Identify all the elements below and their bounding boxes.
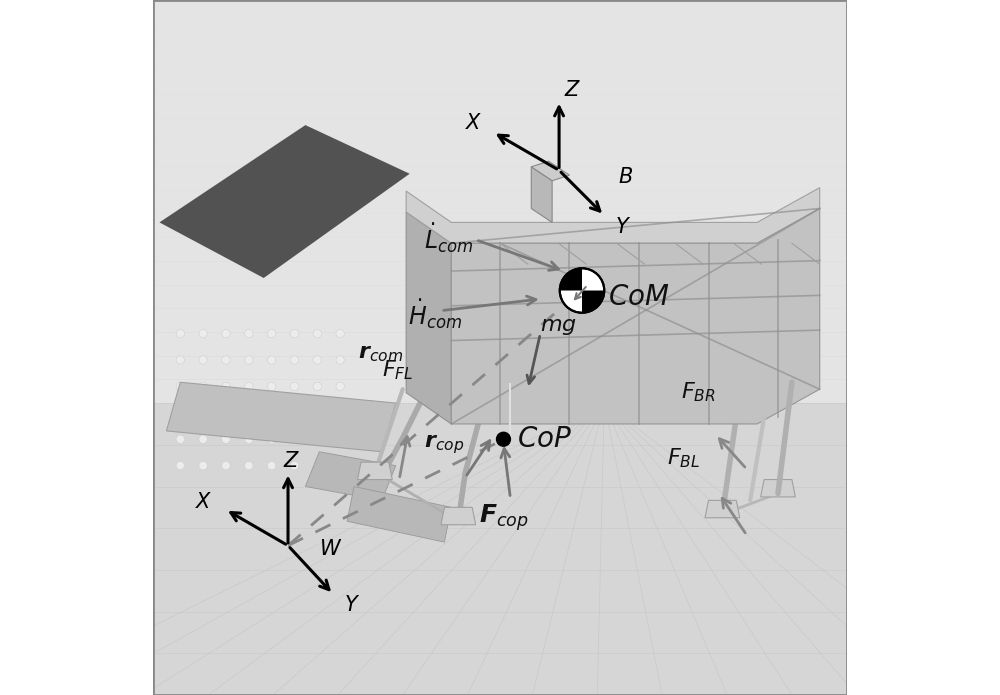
- Circle shape: [290, 435, 299, 443]
- Circle shape: [290, 356, 299, 364]
- Text: $X$: $X$: [465, 113, 483, 133]
- Circle shape: [176, 435, 184, 443]
- Circle shape: [199, 382, 207, 391]
- Circle shape: [267, 329, 276, 338]
- Polygon shape: [153, 0, 847, 403]
- Circle shape: [222, 329, 230, 338]
- Circle shape: [245, 409, 253, 417]
- Circle shape: [290, 382, 299, 391]
- Circle shape: [176, 329, 184, 338]
- Circle shape: [336, 356, 344, 364]
- Polygon shape: [531, 161, 569, 181]
- Circle shape: [222, 461, 230, 470]
- Circle shape: [245, 435, 253, 443]
- Circle shape: [176, 356, 184, 364]
- Text: $CoP$: $CoP$: [517, 425, 572, 453]
- Text: $Y$: $Y$: [615, 218, 631, 237]
- Circle shape: [560, 268, 604, 313]
- Circle shape: [313, 329, 321, 338]
- Polygon shape: [451, 208, 820, 424]
- Text: $Z$: $Z$: [564, 81, 581, 100]
- Text: $mg$: $mg$: [540, 317, 577, 336]
- Circle shape: [199, 435, 207, 443]
- Circle shape: [336, 409, 344, 417]
- Text: $F_{FL}$: $F_{FL}$: [382, 358, 413, 382]
- Text: $X$: $X$: [195, 493, 213, 512]
- Polygon shape: [406, 188, 820, 243]
- Text: $F_{BR}$: $F_{BR}$: [681, 381, 715, 404]
- Circle shape: [222, 409, 230, 417]
- Polygon shape: [347, 486, 451, 542]
- Circle shape: [267, 461, 276, 470]
- Circle shape: [245, 382, 253, 391]
- Circle shape: [336, 329, 344, 338]
- Circle shape: [336, 382, 344, 391]
- Circle shape: [176, 409, 184, 417]
- Text: $\dot{L}_{com}$: $\dot{L}_{com}$: [424, 221, 473, 254]
- Polygon shape: [705, 500, 740, 518]
- Circle shape: [199, 409, 207, 417]
- Text: $\dot{H}_{com}$: $\dot{H}_{com}$: [408, 297, 462, 331]
- Circle shape: [313, 409, 321, 417]
- Circle shape: [313, 461, 321, 470]
- Circle shape: [497, 432, 510, 446]
- Circle shape: [222, 382, 230, 391]
- Text: $Z$: $Z$: [283, 451, 300, 471]
- Circle shape: [245, 329, 253, 338]
- Polygon shape: [441, 507, 476, 525]
- Text: $\boldsymbol{F}_{cop}$: $\boldsymbol{F}_{cop}$: [479, 502, 529, 533]
- Circle shape: [313, 356, 321, 364]
- Polygon shape: [153, 403, 847, 695]
- Circle shape: [290, 409, 299, 417]
- Circle shape: [313, 435, 321, 443]
- Text: $B$: $B$: [618, 167, 633, 187]
- Polygon shape: [761, 480, 795, 497]
- Polygon shape: [159, 125, 410, 278]
- Circle shape: [336, 461, 344, 470]
- Circle shape: [267, 435, 276, 443]
- Circle shape: [290, 329, 299, 338]
- Text: $\boldsymbol{r}_{com}$: $\boldsymbol{r}_{com}$: [358, 345, 403, 364]
- Wedge shape: [582, 291, 604, 313]
- Circle shape: [222, 356, 230, 364]
- Text: $W$: $W$: [319, 539, 343, 559]
- Circle shape: [245, 356, 253, 364]
- Polygon shape: [358, 462, 392, 480]
- Circle shape: [199, 329, 207, 338]
- Text: $Y$: $Y$: [344, 595, 360, 614]
- Circle shape: [290, 461, 299, 470]
- Wedge shape: [560, 268, 582, 291]
- Polygon shape: [531, 167, 552, 222]
- Circle shape: [245, 461, 253, 470]
- Polygon shape: [166, 382, 396, 452]
- Circle shape: [267, 382, 276, 391]
- Circle shape: [336, 435, 344, 443]
- Circle shape: [199, 461, 207, 470]
- Circle shape: [199, 356, 207, 364]
- Polygon shape: [406, 212, 451, 424]
- Circle shape: [267, 409, 276, 417]
- Text: $\boldsymbol{r}_{cop}$: $\boldsymbol{r}_{cop}$: [424, 434, 464, 456]
- Text: $F_{BL}$: $F_{BL}$: [667, 447, 700, 471]
- Circle shape: [267, 356, 276, 364]
- Circle shape: [176, 461, 184, 470]
- Circle shape: [313, 382, 321, 391]
- Text: $CoM$: $CoM$: [608, 284, 669, 311]
- Circle shape: [222, 435, 230, 443]
- Polygon shape: [305, 452, 396, 500]
- Circle shape: [176, 382, 184, 391]
